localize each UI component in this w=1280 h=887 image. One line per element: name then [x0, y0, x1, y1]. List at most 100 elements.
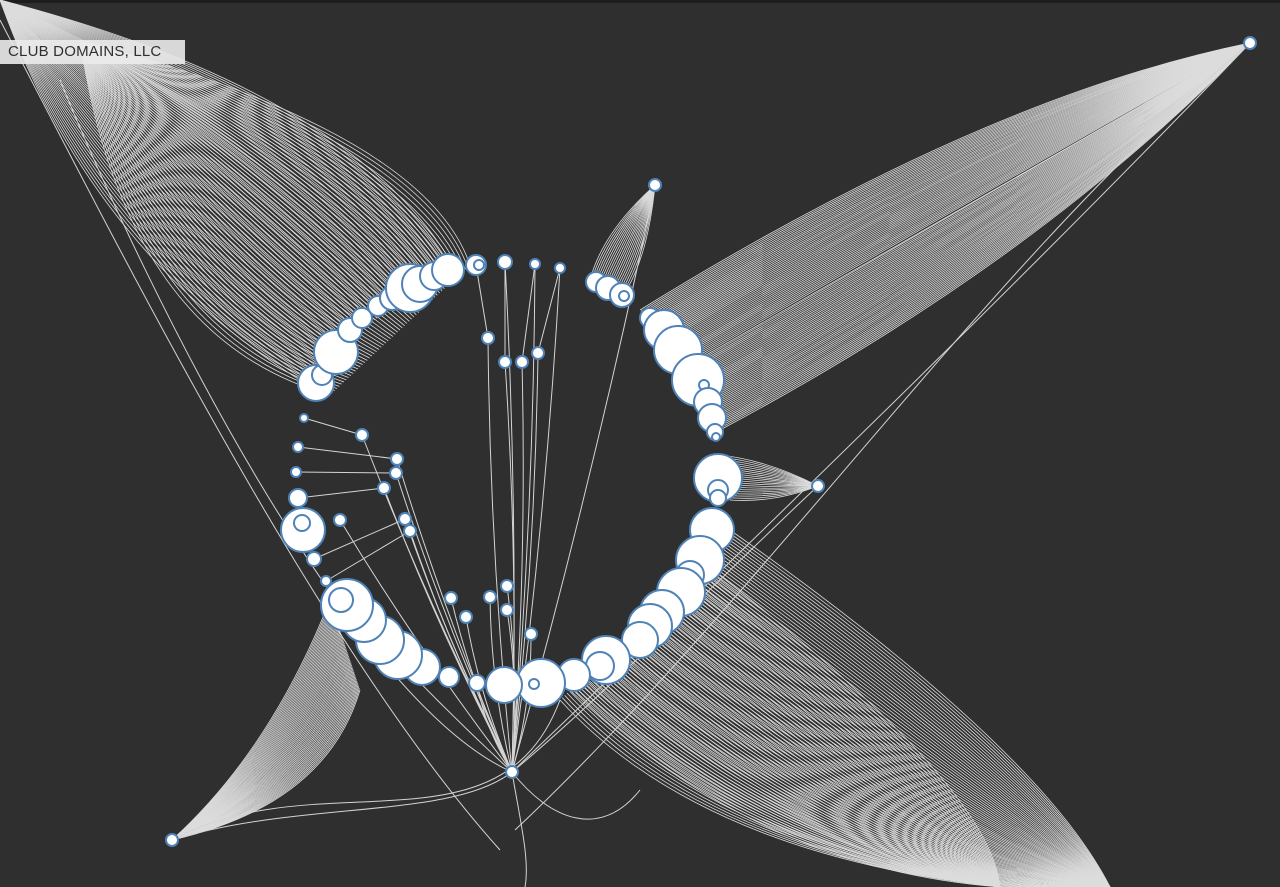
fan-edge: [657, 42, 1251, 338]
graph-node[interactable]: [481, 331, 495, 345]
fan-edge: [667, 591, 1111, 887]
fan-edge: [668, 42, 1251, 354]
fan-edge: [171, 599, 331, 841]
graph-node[interactable]: [431, 253, 465, 287]
fan-edge: [171, 653, 349, 841]
fan-edge: [711, 547, 1111, 887]
fan-edge: [685, 42, 1251, 379]
edge-line: [171, 699, 561, 841]
fan-edge: [657, 601, 1001, 887]
graph-node[interactable]: [498, 355, 512, 369]
fan-edge: [587, 671, 1001, 887]
graph-node[interactable]: [355, 428, 369, 442]
fan-edge: [687, 571, 1111, 887]
graph-node[interactable]: [293, 514, 311, 532]
fan-edge: [641, 618, 1001, 887]
fan-edge: [79, 39, 377, 353]
fan-edge: [633, 625, 1111, 887]
fan-edge: [690, 42, 1251, 387]
graph-node[interactable]: [497, 254, 513, 270]
graph-node[interactable]: [438, 666, 460, 688]
fan-edge: [639, 620, 1001, 887]
graph-node[interactable]: [328, 587, 354, 613]
edge-line: [325, 530, 411, 582]
fan-edge: [0, 0, 436, 273]
fan-edge: [640, 42, 1251, 312]
spoke-edge: [361, 434, 513, 773]
fan-edge: [0, 0, 303, 379]
graph-node[interactable]: [403, 524, 417, 538]
graph-node[interactable]: [459, 610, 473, 624]
fan-edge: [709, 42, 1251, 415]
fan-edge: [699, 42, 1251, 400]
graph-node[interactable]: [299, 413, 309, 423]
fan-edge: [669, 42, 1251, 355]
graph-node[interactable]: [500, 579, 514, 593]
fan-edge: [589, 184, 656, 281]
fan-edge: [664, 594, 1001, 887]
graph-node[interactable]: [554, 262, 566, 274]
graph-node[interactable]: [290, 466, 302, 478]
graph-node[interactable]: [351, 307, 373, 329]
edge-line: [521, 263, 536, 363]
hub-node[interactable]: [165, 833, 179, 847]
graph-node[interactable]: [529, 258, 541, 270]
fan-edge: [597, 662, 1001, 887]
graph-node[interactable]: [473, 259, 485, 271]
fan-edge: [171, 641, 345, 841]
graph-node[interactable]: [709, 489, 727, 507]
fan-edge: [0, 0, 423, 283]
graph-node[interactable]: [528, 678, 540, 690]
fan-edge: [653, 42, 1251, 331]
fan-edge: [671, 587, 1111, 887]
graph-node[interactable]: [377, 481, 391, 495]
fan-edge: [694, 42, 1251, 394]
graph-node[interactable]: [516, 658, 566, 708]
fan-edge: [564, 695, 1001, 887]
graph-node[interactable]: [500, 603, 514, 617]
graph-node[interactable]: [711, 432, 721, 442]
fan-edge: [583, 676, 1001, 887]
graph-node[interactable]: [468, 674, 486, 692]
graph-node[interactable]: [390, 452, 404, 466]
graph-node[interactable]: [288, 488, 308, 508]
graph-node[interactable]: [333, 513, 347, 527]
hub-node[interactable]: [648, 178, 662, 192]
fan-edge: [615, 643, 1111, 887]
hub-node[interactable]: [1243, 36, 1257, 50]
spoke-edge: [395, 472, 513, 773]
fan-edge: [701, 557, 1111, 887]
fan-edge: [79, 39, 352, 376]
hub-node[interactable]: [811, 479, 825, 493]
graph-node[interactable]: [444, 591, 458, 605]
fan-edge: [707, 551, 1111, 887]
fan-edge: [639, 42, 1251, 311]
fan-edge: [671, 42, 1251, 359]
graph-node[interactable]: [389, 466, 403, 480]
spoke-edge: [396, 458, 513, 773]
fan-edge: [727, 531, 1111, 887]
fan-edge: [577, 681, 1110, 887]
hub-node[interactable]: [505, 765, 519, 779]
fan-edge: [643, 42, 1251, 316]
graph-node[interactable]: [320, 575, 332, 587]
fan-edge: [687, 42, 1251, 383]
graph-node[interactable]: [621, 621, 659, 659]
fan-edge: [608, 650, 1001, 887]
graph-node[interactable]: [524, 627, 538, 641]
graph-nodes: [165, 36, 1257, 847]
fan-edge: [699, 559, 1001, 887]
graph-node[interactable]: [515, 355, 529, 369]
graph-node[interactable]: [292, 441, 304, 453]
graph-node[interactable]: [483, 590, 497, 604]
fan-edge: [79, 39, 396, 335]
fan-edge: [729, 485, 819, 501]
fan-edge: [171, 612, 335, 841]
fan-edge: [559, 699, 1001, 887]
graph-node[interactable]: [618, 290, 630, 302]
graph-node[interactable]: [485, 666, 523, 704]
graph-node[interactable]: [398, 512, 412, 526]
graph-node[interactable]: [306, 551, 322, 567]
graph-node[interactable]: [531, 346, 545, 360]
